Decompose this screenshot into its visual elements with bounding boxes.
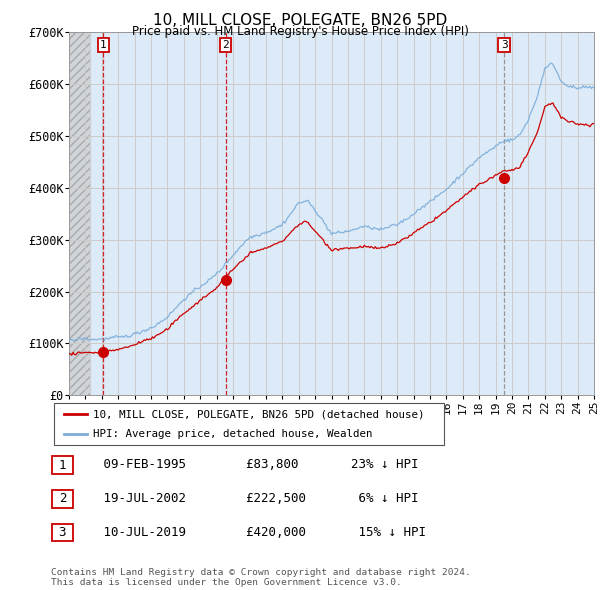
- Bar: [69, 32, 89, 395]
- Text: 1: 1: [59, 458, 66, 472]
- Text: 19-JUL-2002        £222,500       6% ↓ HPI: 19-JUL-2002 £222,500 6% ↓ HPI: [81, 492, 419, 505]
- FancyBboxPatch shape: [52, 524, 73, 541]
- Text: Contains HM Land Registry data © Crown copyright and database right 2024.
This d: Contains HM Land Registry data © Crown c…: [51, 568, 471, 587]
- FancyBboxPatch shape: [52, 490, 73, 507]
- Text: 10-JUL-2019        £420,000       15% ↓ HPI: 10-JUL-2019 £420,000 15% ↓ HPI: [81, 526, 426, 539]
- FancyBboxPatch shape: [52, 457, 73, 474]
- Text: 10, MILL CLOSE, POLEGATE, BN26 5PD (detached house): 10, MILL CLOSE, POLEGATE, BN26 5PD (deta…: [93, 409, 425, 419]
- Text: 10, MILL CLOSE, POLEGATE, BN26 5PD: 10, MILL CLOSE, POLEGATE, BN26 5PD: [153, 13, 447, 28]
- Bar: [69, 32, 89, 395]
- FancyBboxPatch shape: [54, 403, 444, 445]
- Text: 3: 3: [501, 40, 508, 50]
- Text: 2: 2: [59, 492, 66, 506]
- Text: 2: 2: [223, 40, 229, 50]
- Text: Price paid vs. HM Land Registry's House Price Index (HPI): Price paid vs. HM Land Registry's House …: [131, 25, 469, 38]
- Text: 09-FEB-1995        £83,800       23% ↓ HPI: 09-FEB-1995 £83,800 23% ↓ HPI: [81, 458, 419, 471]
- Text: 3: 3: [59, 526, 66, 539]
- Text: 1: 1: [100, 40, 107, 50]
- Text: HPI: Average price, detached house, Wealden: HPI: Average price, detached house, Weal…: [93, 429, 373, 439]
